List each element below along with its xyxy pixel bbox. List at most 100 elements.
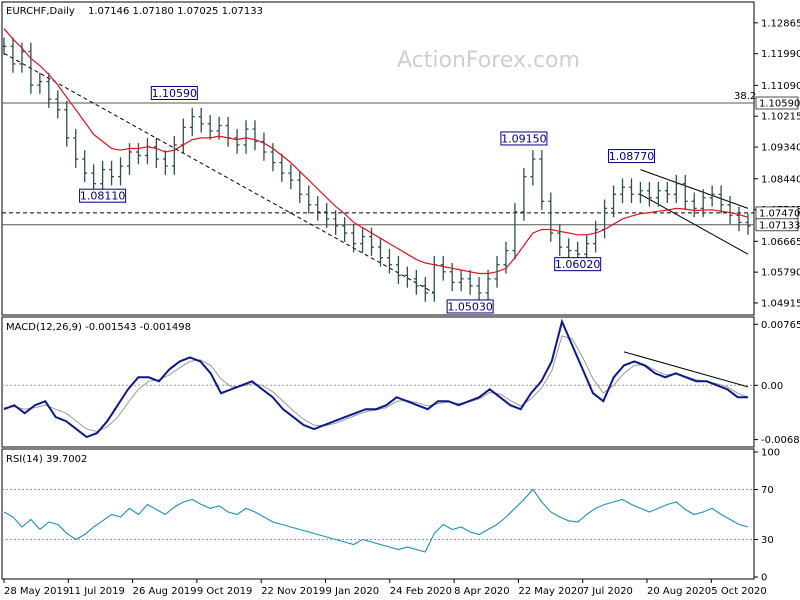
price-bar: [109, 160, 115, 186]
price-bar: [351, 224, 357, 253]
x-tick-label: 9 Jan 2020: [326, 586, 380, 597]
level-tag-box: [755, 218, 799, 232]
x-tick-label: 9 Oct 2019: [197, 586, 252, 597]
price-bar: [198, 107, 204, 133]
price-tick-label: 1.06665: [761, 237, 800, 248]
x-tick-label: 7 Jul 2020: [583, 586, 633, 597]
level-tag-label: 1.10590: [759, 99, 800, 110]
price-tick-label: 1.12865: [761, 18, 800, 29]
price-tick-label: 1.08440: [761, 174, 800, 185]
rsi-tick-label: 70: [761, 485, 774, 496]
price-bar: [297, 171, 303, 204]
price-bar: [646, 181, 652, 207]
price-bar: [279, 153, 285, 182]
x-axis-labels: 28 May 2019 11 Jul 2019 26 Aug 2019 9 Oct 2…: [3, 579, 767, 597]
price-bar: [55, 90, 61, 119]
annotation-1.08770: 1.08770: [607, 149, 655, 164]
macd-panel-frame: [1, 316, 755, 448]
macd-lines: [3, 318, 749, 439]
price-bar: [386, 248, 392, 274]
annotation-label: 1.09150: [501, 132, 547, 145]
price-bar: [664, 181, 670, 204]
price-bar: [342, 217, 348, 242]
price-bar: [682, 174, 688, 211]
price-bar: [620, 178, 626, 204]
price-bar: [637, 181, 643, 204]
price-bar: [449, 262, 455, 292]
price-bar: [207, 114, 213, 140]
price-bar: [1, 37, 7, 56]
rsi-line: [3, 488, 749, 553]
price-bar: [736, 206, 742, 232]
price-bar: [727, 196, 733, 225]
price-bar: [413, 270, 419, 295]
x-tick-label: 5 Oct 2020: [711, 586, 766, 597]
fib-label: 38.2: [734, 91, 756, 102]
ohlc-header: 1.07146 1.07180 1.07025 1.07133: [88, 6, 263, 17]
rsi-axis-ticks: 100 70 30 0: [2, 448, 780, 584]
price-bars: [1, 37, 751, 302]
price-tick-label: 1.04915: [761, 298, 800, 309]
price-bar: [476, 277, 482, 302]
price-tick-label: 1.11990: [761, 49, 800, 60]
price-bar: [440, 255, 446, 281]
annotation-label: 1.08770: [609, 150, 655, 163]
price-bar: [539, 150, 545, 211]
annotation-label: 1.06020: [555, 258, 601, 271]
price-bar: [512, 203, 518, 260]
price-bar: [162, 150, 168, 175]
price-bar: [324, 203, 330, 228]
price-tick-label: 1.10215: [761, 112, 800, 123]
level-tag-label: 1.07133: [759, 220, 800, 231]
annotation-1.05030: 1.05030: [446, 299, 494, 314]
x-tick-label: 22 Nov 2019: [261, 586, 325, 597]
price-bar: [422, 277, 428, 302]
annotation-label: 1.10590: [152, 87, 198, 100]
price-bar: [557, 224, 563, 256]
x-tick-label: 11 Jul 2019: [68, 586, 125, 597]
macd-title: MACD(12,26,9) -0.001543 -0.001498: [6, 322, 191, 333]
price-bar: [100, 160, 106, 193]
rsi-title: RSI(14) 39.7002: [6, 454, 87, 465]
price-bar: [718, 185, 724, 214]
price-axis-ticks: 1.12865 1.11990 1.11090 1.10215 1.09340 1.084…: [754, 18, 800, 309]
price-bar: [611, 185, 617, 218]
macd-tick-label: -0.006822: [761, 435, 800, 446]
annotation-1.10590: 1.10590: [150, 86, 198, 101]
price-bar: [628, 178, 634, 204]
price-bar: [261, 132, 267, 161]
x-tick-label: 8 Apr 2020: [454, 586, 509, 597]
price-bar: [673, 174, 679, 204]
macd-tick-label: 0.007655: [761, 320, 800, 331]
price-bar: [467, 270, 473, 295]
price-annotations: 1.10590 1.08110 1.09150 1.08770 1.06020 1.050…: [79, 86, 655, 314]
annotation-label: 1.05030: [447, 300, 493, 313]
price-tick-label: 1.09340: [761, 143, 800, 154]
macd-line: [3, 318, 748, 439]
price-bar: [404, 266, 410, 288]
price-bar: [153, 137, 159, 168]
price-bar: [10, 37, 16, 73]
price-bar: [37, 72, 43, 94]
price-bar: [333, 210, 339, 235]
rsi-panel-frame: [1, 448, 755, 580]
price-bar: [189, 107, 195, 137]
symbol-label: EURCHF,Daily: [6, 6, 75, 17]
trendline: [3, 52, 435, 294]
x-tick-label: 24 Feb 2020: [390, 586, 452, 597]
annotation-1.08110: 1.08110: [79, 188, 127, 203]
rsi-tick-label: 100: [761, 448, 780, 459]
level-tag-box: [755, 96, 799, 110]
price-bar: [243, 120, 249, 154]
price-moving-average: [3, 28, 749, 275]
price-bar: [46, 72, 52, 108]
price-bar: [530, 150, 536, 186]
price-bar: [485, 270, 491, 302]
price-bar: [82, 150, 88, 182]
x-tick-label: 22 May 2020: [518, 586, 583, 597]
price-bar: [458, 270, 464, 292]
price-bar: [655, 181, 661, 207]
price-bar: [28, 42, 34, 94]
